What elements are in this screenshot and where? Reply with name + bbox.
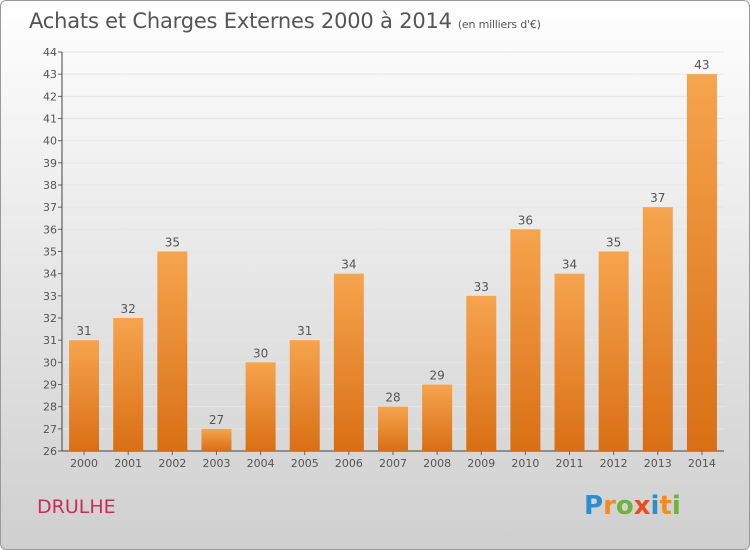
y-tick-label: 37	[43, 201, 57, 214]
y-tick-label: 27	[43, 423, 57, 436]
x-tick-label: 2013	[644, 457, 672, 470]
y-tick-label: 43	[43, 68, 57, 81]
data-label: 28	[385, 391, 400, 405]
data-label: 43	[694, 58, 709, 72]
bar	[422, 384, 453, 451]
y-tick-label: 41	[43, 113, 57, 126]
data-label: 32	[121, 302, 136, 316]
y-tick-label: 40	[43, 135, 57, 148]
logo-letter: i	[671, 491, 681, 521]
data-label: 30	[253, 346, 268, 360]
y-tick-label: 26	[43, 445, 57, 458]
bar	[289, 340, 320, 451]
y-tick-label: 32	[43, 312, 57, 325]
bars	[69, 74, 717, 452]
y-tick-label: 36	[43, 223, 57, 236]
x-tick-label: 2000	[70, 457, 98, 470]
y-tick-label: 30	[43, 356, 57, 369]
y-tick-label: 29	[43, 379, 57, 392]
bar	[510, 229, 541, 451]
bar	[245, 362, 276, 451]
x-tick-label: 2008	[423, 457, 451, 470]
chart-unit: (en milliers d'€)	[457, 18, 541, 31]
axes: 26 27 28 29 30 31 32 33 34 35 36 37 38 39 40 41 42 43 44 20…	[43, 46, 724, 470]
x-tick-label: 2002	[158, 457, 186, 470]
bar	[686, 74, 717, 452]
y-tick-label: 34	[43, 268, 57, 281]
y-tick-label: 38	[43, 179, 57, 192]
bar	[598, 251, 629, 451]
bar	[642, 207, 673, 451]
x-tick-label: 2012	[600, 457, 628, 470]
y-tick-label: 44	[43, 46, 57, 59]
chart-title-text: Achats et Charges Externes 2000 à 2014	[29, 9, 452, 33]
data-label: 35	[606, 236, 621, 250]
y-tick-label: 33	[43, 290, 57, 303]
x-tick-label: 2001	[114, 457, 142, 470]
data-label: 31	[297, 324, 312, 338]
bar	[201, 428, 232, 451]
data-label: 37	[650, 191, 665, 205]
y-tick-label: 28	[43, 401, 57, 414]
bar	[113, 318, 144, 451]
logo-letter: r	[603, 491, 616, 521]
bar	[157, 251, 188, 451]
data-label: 35	[165, 236, 180, 250]
data-label: 34	[341, 258, 356, 272]
bar	[333, 273, 364, 451]
y-tick-label: 35	[43, 246, 57, 259]
x-tick-label: 2009	[467, 457, 495, 470]
logo-letter: o	[615, 491, 634, 521]
x-tick-label: 2007	[379, 457, 407, 470]
y-tick-label: 42	[43, 90, 57, 103]
data-label: 34	[562, 258, 577, 272]
data-label: 29	[429, 369, 444, 383]
bar	[69, 340, 100, 451]
logo-letter: t	[659, 491, 672, 521]
x-tick-label: 2003	[202, 457, 230, 470]
x-tick-label: 2010	[511, 457, 539, 470]
x-tick-label: 2005	[291, 457, 319, 470]
x-tick-label: 2011	[556, 457, 584, 470]
x-tick-label: 2006	[335, 457, 363, 470]
logo-letter: P	[584, 491, 604, 521]
data-label: 36	[518, 213, 533, 227]
data-labels: 31 32 35 27 30 31 34 28 29 33 36 34 35 37 43	[76, 58, 709, 427]
logo-letter: x	[633, 491, 651, 521]
bar	[554, 273, 585, 451]
bar	[466, 295, 497, 451]
data-label: 33	[474, 280, 489, 294]
x-tick-label: 2014	[688, 457, 716, 470]
place-name: DRULHE	[37, 496, 116, 518]
data-label: 31	[76, 324, 91, 338]
x-tick-label: 2004	[247, 457, 275, 470]
chart-title: Achats et Charges Externes 2000 à 2014 (e…	[29, 9, 541, 33]
data-label: 27	[209, 413, 224, 427]
y-tick-label: 31	[43, 334, 57, 347]
y-tick-label: 39	[43, 157, 57, 170]
logo-letter: i	[650, 491, 660, 521]
proxiti-logo[interactable]: Proxiti	[584, 491, 681, 521]
bar	[378, 406, 408, 451]
